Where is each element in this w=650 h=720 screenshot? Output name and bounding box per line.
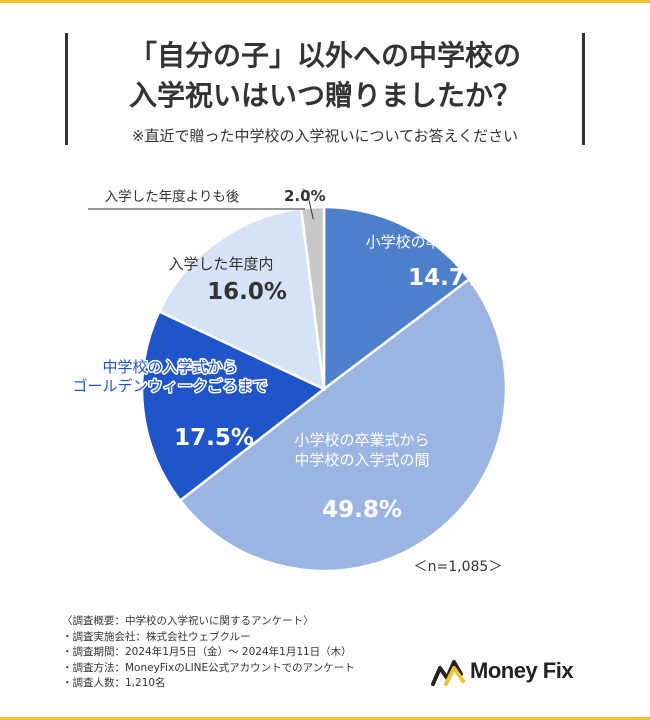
title-block: 「自分の子」以外への中学校の 入学祝いはいつ贈りましたか？ ※直近で贈った中学校… [65,30,585,148]
slice-label: 小学校の卒業式から [294,431,429,449]
pie-slice [322,205,471,392]
chart-title-line-1: 「自分の子」以外への中学校の [128,39,521,72]
slice-label: 入学した年度よりも後 [105,189,240,205]
slice-label: 小学校の卒業式よりも前 [366,233,531,251]
footnote-line: ・調査人数：1,210名 [62,677,166,689]
title-bracket-right [582,33,585,145]
top-accent-border [0,0,650,3]
pie-slice [178,277,508,573]
chart-title-line-2: 入学祝いはいつ贈りましたか？ [128,79,521,112]
bottom-accent-border [0,717,650,720]
slice-value-label: 17.5% [174,425,254,451]
slice-value-label: 14.7% [408,265,488,291]
footnote-line: ・調査方法：MoneyFixのLINE公式アカウントでのアンケート [62,661,355,674]
moneyfix-logo: Money Fix [430,654,600,688]
leader-line [302,188,314,220]
pie-slices [140,205,508,573]
chart-subtitle: ※直近で贈った中学校の入学祝いについてお答えください [131,127,519,145]
slice-value-label: 16.0% [207,279,287,305]
sample-size-label: ＜n=1,085＞ [414,559,503,575]
footnote-line: ・調査期間：2024年1月5日（金）～ 2024年1月11日（木） [62,646,352,658]
slice-label: 中学校の入学式の間 [294,451,429,469]
footnote-line: ・調査実施会社：株式会社ウェブクルー [62,630,251,643]
moneyfix-logo-icon [431,660,465,686]
pie-slice [299,205,326,390]
pie-slice [157,207,326,392]
pie-slice [140,309,327,503]
title-bracket-left [65,33,68,145]
slice-value-label: 2.0% [284,187,326,205]
survey-footnotes: 〈調査概要：中学校の入学祝いに関するアンケート〉 ・調査実施会社：株式会社ウェブ… [62,614,355,692]
footnote-line: 〈調査概要：中学校の入学祝いに関するアンケート〉 [62,615,314,627]
slice-label: 中学校の入学式から [102,358,237,376]
logo-text: Money Fix [470,658,574,683]
slice-label: ゴールデンウィークごろまで [72,377,267,395]
slice-value-label: 49.8% [322,497,402,523]
slice-label: 入学した年度内 [168,255,273,273]
